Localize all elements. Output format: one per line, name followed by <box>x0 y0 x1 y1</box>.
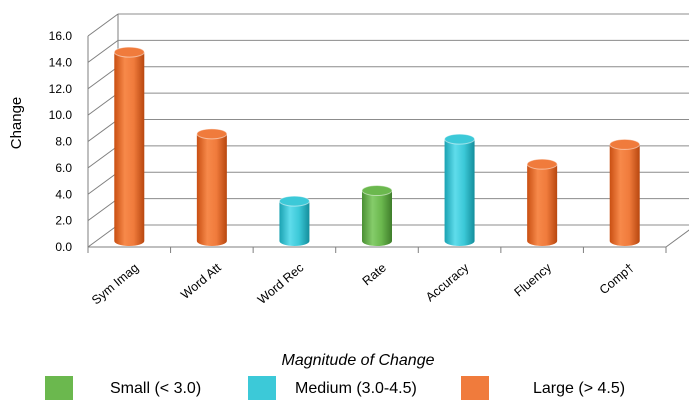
bar-top <box>196 128 228 140</box>
bar <box>361 185 393 246</box>
bar-top <box>526 158 558 170</box>
bar-body <box>444 139 475 246</box>
legend-label-large: Large (> 4.5) <box>533 380 625 397</box>
legend-label-medium: Medium (3.0-4.5) <box>295 380 417 397</box>
y-tick-label: 6.0 <box>55 161 72 175</box>
y-tick-label: 8.0 <box>55 135 72 149</box>
floor-right-edge <box>665 229 689 248</box>
gridline-side <box>87 13 119 37</box>
legend-title: Magnitude of Change <box>282 352 435 369</box>
legend-label-small: Small (< 3.0) <box>110 380 201 397</box>
bar <box>444 133 476 246</box>
x-tick-label: Sym Imag <box>89 261 141 308</box>
y-axis-title: Change <box>8 97 25 150</box>
legend-swatch-large <box>461 376 489 400</box>
y-tick-label: 0.0 <box>55 240 72 254</box>
y-tick-label: 14.0 <box>49 55 73 69</box>
bar-top <box>113 46 145 58</box>
y-tick-label: 12.0 <box>49 82 73 96</box>
legend: Small (< 3.0) Medium (3.0-4.5) Large (> … <box>45 376 625 400</box>
bar-body <box>362 190 392 246</box>
y-tick-label: 10.0 <box>49 108 73 122</box>
bars <box>113 46 641 246</box>
legend-swatch-medium <box>248 376 276 400</box>
gridline-side <box>87 198 119 222</box>
gridline-side <box>87 145 119 169</box>
bar <box>526 158 558 246</box>
gridline-side <box>87 119 119 142</box>
bar-body <box>527 164 558 246</box>
y-tick-label: 2.0 <box>55 214 72 228</box>
gridline-side <box>87 39 119 63</box>
y-tick-labels: 0.0 2.0 4.0 6.0 8.0 10.0 12.0 14.0 16.0 <box>49 29 73 254</box>
bar <box>278 195 310 246</box>
bar-body <box>609 144 640 246</box>
bar-top <box>444 133 476 145</box>
bar <box>609 138 641 246</box>
x-tick-label: Comp† <box>597 261 637 298</box>
bar <box>113 46 145 246</box>
y-tick-label: 4.0 <box>55 187 72 201</box>
gridline-side <box>87 224 119 248</box>
x-tick-labels: Sym Imag Word Att Word Rec Rate Accuracy Flue… <box>89 260 637 307</box>
bar-top <box>278 195 310 207</box>
gridline-side <box>87 92 119 116</box>
bar-body <box>196 133 227 246</box>
bar <box>196 128 228 246</box>
bar-body <box>114 52 145 246</box>
x-tick-label: Rate <box>360 261 389 289</box>
bar-top <box>609 138 641 150</box>
gridline-side <box>87 66 119 90</box>
x-tick-label: Fluency <box>512 260 555 299</box>
x-tick-label: Word Att <box>178 260 224 302</box>
y-tick-label: 16.0 <box>49 29 73 43</box>
x-tick-label: Accuracy <box>423 260 472 304</box>
legend-swatch-small <box>45 376 73 400</box>
bar-top <box>361 185 393 197</box>
bar-body <box>279 201 310 246</box>
gridline-side <box>87 171 119 195</box>
x-tick-label: Word Rec <box>255 261 306 307</box>
